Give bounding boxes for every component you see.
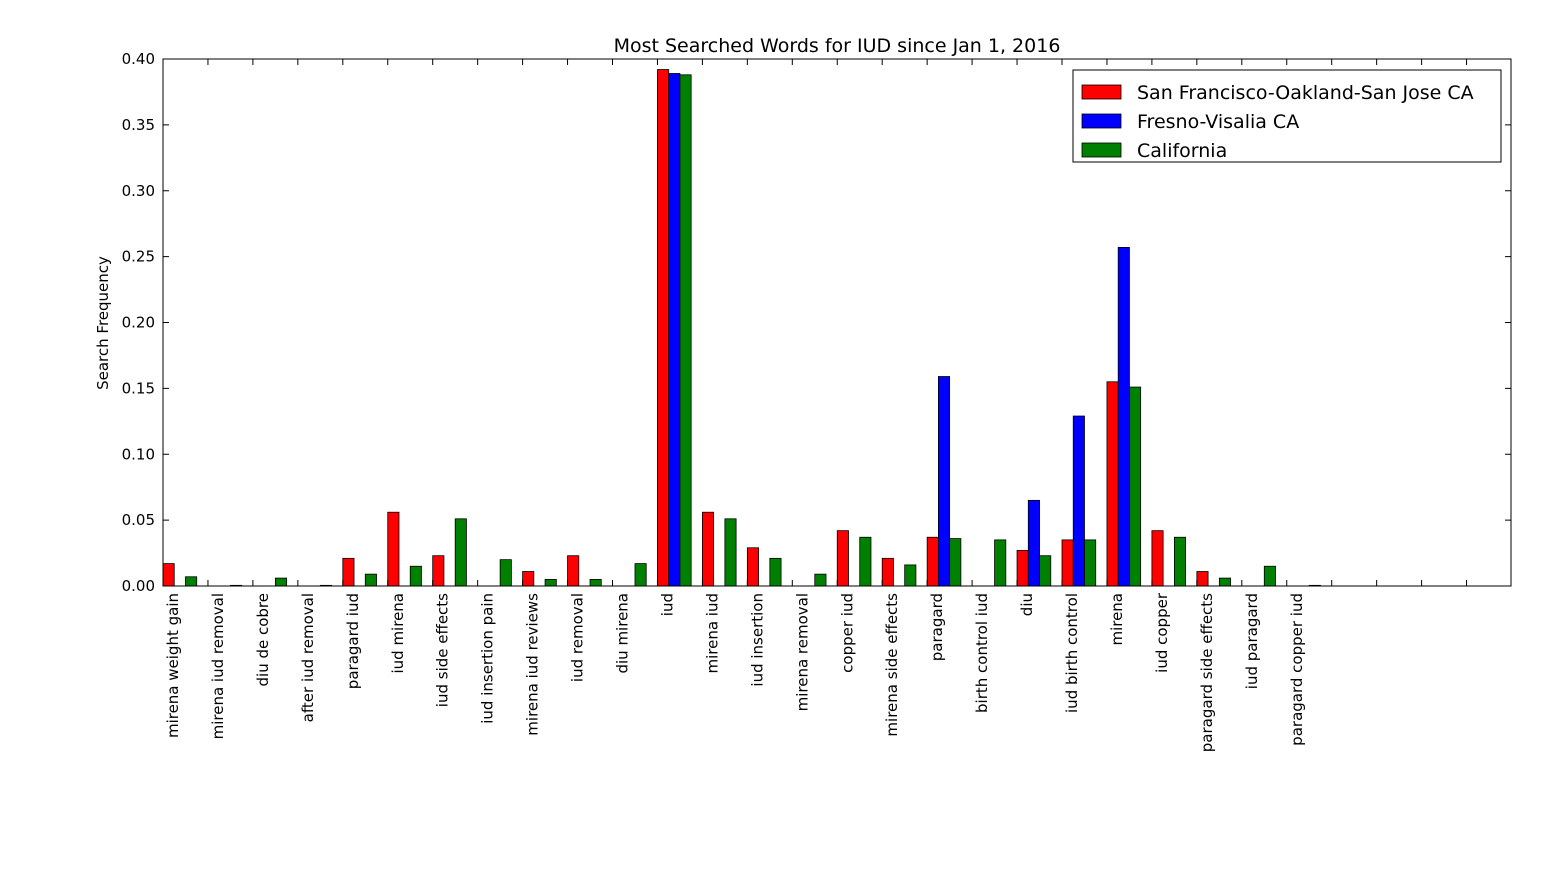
bar-1-10 [567, 555, 580, 587]
bar-3-16 [859, 536, 872, 587]
y-tick-label-1: 0.05 [122, 511, 155, 529]
x-tick-label-9: mirena iud reviews [524, 593, 542, 736]
bar-3-21 [1084, 539, 1097, 587]
y-tick-label-5: 0.25 [122, 248, 155, 266]
bar-1-17 [881, 557, 894, 587]
bar-3-19 [994, 539, 1007, 587]
x-tick-label-5: paragard iud [344, 593, 362, 689]
bar-2-18 [937, 376, 951, 587]
bar-1-18 [926, 536, 939, 587]
x-tick-label-6: iud mirena [389, 593, 407, 674]
y-tick-label-0: 0.00 [122, 577, 155, 595]
legend-swatch-1 [1081, 84, 1122, 100]
bar-2-12 [668, 73, 681, 587]
x-tick-label-12: iud [658, 593, 676, 616]
bar-1-21 [1061, 539, 1074, 587]
x-tick-label-26: paragard copper iud [1288, 593, 1306, 746]
x-tick-label-20: diu [1018, 593, 1036, 616]
x-tick-label-23: iud copper [1153, 592, 1171, 673]
x-tick-label-24: paragard side effects [1198, 593, 1216, 752]
x-tick-label-21: iud birth control [1063, 593, 1081, 713]
bar-1-23 [1151, 530, 1164, 587]
legend-label-1: San Francisco-Oakland-San Jose CA [1137, 82, 1474, 104]
y-axis-label: Search Frequency [94, 256, 112, 390]
bar-1-22 [1106, 381, 1119, 587]
y-tick-label-3: 0.15 [122, 379, 155, 397]
bar-3-20 [1039, 555, 1052, 587]
plot-frame [162, 58, 1512, 587]
chart-title: Most Searched Words for IUD since Jan 1,… [614, 35, 1061, 57]
legend-box [1072, 69, 1502, 163]
legend-swatch-3 [1081, 142, 1122, 158]
bar-3-1 [185, 576, 198, 587]
x-tick-label-10: iud removal [569, 593, 587, 682]
x-tick-label-18: paragard [928, 593, 946, 661]
bar-3-11 [634, 563, 647, 587]
bar-3-13 [724, 518, 737, 587]
bar-1-6 [387, 511, 400, 587]
bar-1-24 [1196, 571, 1209, 587]
x-tick-label-19: birth control iud [973, 593, 991, 713]
bar-3-8 [499, 559, 512, 587]
bar-3-12 [679, 74, 692, 587]
bar-1-14 [746, 547, 759, 587]
x-tick-label-2: mirena iud removal [209, 593, 227, 739]
x-tick-label-3: diu de cobre [254, 593, 272, 687]
bar-3-7 [454, 518, 467, 587]
y-tick-label-4: 0.20 [122, 314, 155, 332]
x-tick-label-15: mirena removal [793, 593, 811, 711]
bar-3-3 [274, 577, 288, 587]
bar-3-15 [814, 573, 827, 587]
bar-3-25 [1263, 565, 1276, 587]
x-tick-label-8: iud insertion pain [479, 593, 497, 724]
legend-label-2: Fresno-Visalia CA [1137, 111, 1299, 133]
bar-1-7 [432, 555, 445, 587]
bar-1-20 [1016, 550, 1029, 587]
x-tick-label-25: iud paragard [1243, 593, 1261, 689]
bar-3-23 [1173, 536, 1187, 587]
bar-3-5 [364, 573, 377, 587]
bar-2-22 [1117, 246, 1130, 587]
bar-3-10 [589, 579, 602, 587]
y-tick-label-2: 0.10 [122, 445, 155, 463]
x-tick-label-1: mirena weight gain [164, 593, 182, 738]
legend: San Francisco-Oakland-San Jose CA Fresno-… [1072, 69, 1502, 163]
bar-1-5 [342, 557, 355, 587]
bar-3-17 [904, 564, 917, 587]
bar-3-14 [769, 557, 782, 587]
ticks-layer: 0.00 0.05 0.10 0.15 0.20 0.25 0.30 0.35 0.40 mire… [122, 50, 1511, 752]
x-tick-label-13: mirena iud [703, 593, 721, 674]
bar-3-22 [1129, 386, 1142, 587]
legend-label-3: California [1137, 140, 1227, 162]
x-tick-label-4: after iud removal [299, 593, 317, 722]
bar-1-9 [522, 571, 535, 587]
legend-swatch-2 [1081, 113, 1122, 129]
x-tick-label-22: mirena [1108, 593, 1126, 646]
y-tick-label-6: 0.30 [122, 182, 155, 200]
x-tick-label-14: iud insertion [748, 593, 766, 687]
bar-3-9 [544, 579, 557, 587]
bar-1-12 [657, 69, 670, 587]
x-tick-label-7: iud side effects [434, 593, 452, 707]
bar-1-1 [162, 563, 175, 587]
x-tick-label-17: mirena side effects [883, 593, 901, 737]
bar-1-13 [702, 511, 715, 587]
y-tick-label-7: 0.35 [122, 116, 155, 134]
bar-3-24 [1218, 577, 1231, 587]
x-tick-label-16: copper iud [838, 593, 856, 673]
bar-3-6 [409, 565, 422, 587]
bar-2-21 [1072, 415, 1085, 587]
bar-1-16 [836, 530, 849, 587]
bar-2-20 [1027, 499, 1040, 587]
bar-3-18 [949, 538, 962, 587]
y-tick-label-8: 0.40 [122, 50, 155, 68]
x-tick-label-11: diu mirena [614, 593, 632, 674]
